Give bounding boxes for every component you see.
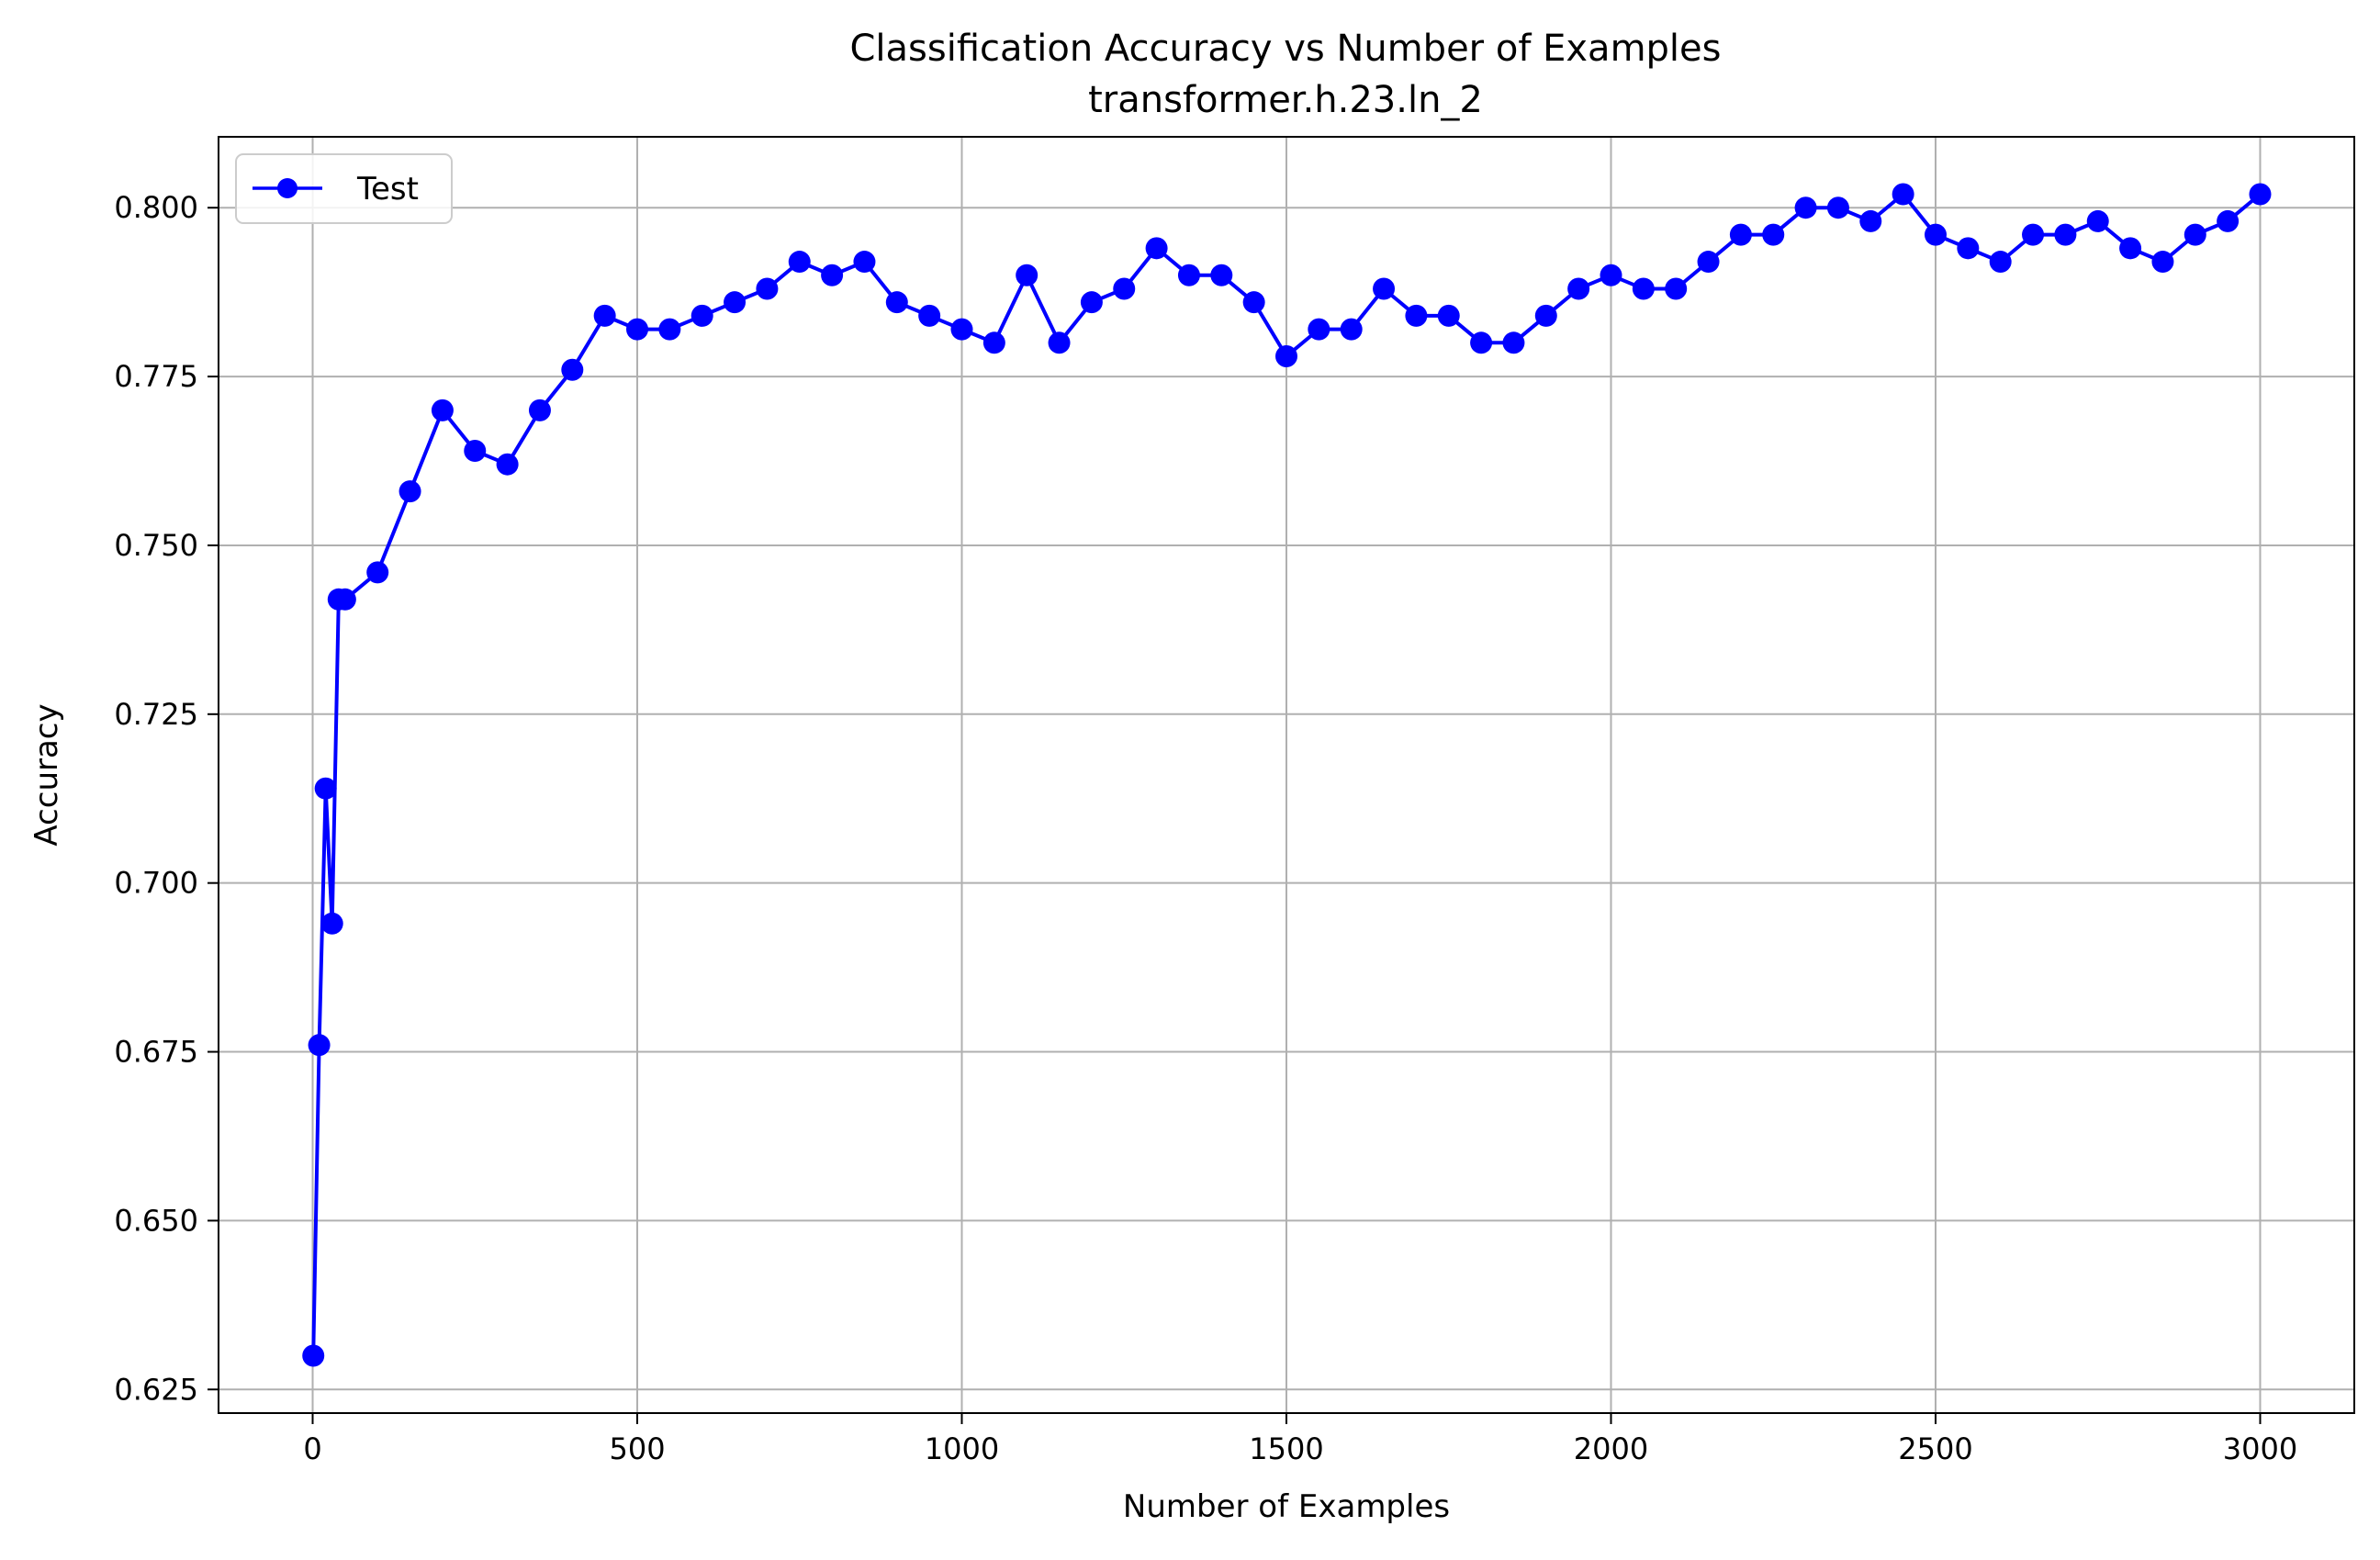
data-point-test [561,358,584,381]
y-tick-label: 0.650 [114,1203,198,1238]
data-point-test [724,291,747,314]
legend-marker-swatch [277,178,298,198]
axis-ticks: 0 500 1000 1500 2000 2500 3000 0.625 0.650 0.675 0… [114,190,2297,1466]
data-point-test [2249,183,2272,206]
legend-label-test: Test [356,171,419,208]
data-point-test [1275,345,1297,368]
data-point-test [1080,291,1103,314]
data-point-test [302,1344,325,1367]
data-point-test [1762,223,1785,246]
data-point-test [853,251,876,274]
y-tick-label: 0.625 [114,1372,198,1407]
data-point-test [885,291,908,314]
x-tick-label: 2000 [1574,1431,1648,1466]
data-point-test [690,304,713,327]
chart-title: Classification Accuracy vs Number of Exa… [850,28,1722,70]
y-tick-label: 0.775 [114,359,198,394]
y-tick-label: 0.700 [114,866,198,901]
chart-subtitle: transformer.h.23.ln_2 [1088,79,1483,121]
data-point-test [399,480,421,503]
data-point-test [1567,277,1590,300]
data-point-test [1210,264,1233,286]
data-point-test [1794,196,1817,219]
data-point-test [431,398,454,421]
data-point-test [1177,264,1200,286]
data-point-test [366,561,389,584]
data-point-test [2184,223,2206,246]
data-point-test [1697,251,1720,274]
data-point-test [1242,291,1265,314]
legend: Test [235,153,453,224]
plot-area-frame [218,136,2355,1414]
series-layer [302,183,2272,1367]
data-point-test [1405,304,1428,327]
data-point-test [821,264,844,286]
data-point-test [1016,264,1038,286]
y-tick-label: 0.725 [114,697,198,732]
data-point-test [2119,237,2142,260]
data-point-test [2054,223,2077,246]
data-point-test [918,304,941,327]
data-point-test [1600,264,1622,286]
data-point-test [1826,196,1849,219]
data-point-test [1989,251,2012,274]
data-point-test [1373,277,1396,300]
data-point-test [314,777,337,800]
data-point-test [1534,304,1557,327]
data-point-test [1729,223,1752,246]
data-point-test [1308,318,1330,341]
x-axis-label: Number of Examples [1123,1488,1450,1525]
y-axis-label: Accuracy [28,703,65,846]
data-point-test [1145,237,1168,260]
grid-lines [219,137,2354,1413]
data-point-test [2151,251,2174,274]
data-point-test [2086,209,2109,232]
data-point-test [982,331,1005,354]
x-tick-label: 1000 [925,1431,999,1466]
data-point-test [528,398,551,421]
data-point-test [626,318,649,341]
data-point-test [1437,304,1460,327]
data-point-test [308,1034,331,1057]
data-point-test [756,277,779,300]
data-point-test [333,588,356,611]
data-point-test [1632,277,1655,300]
data-point-test [1048,331,1071,354]
data-point-test [1113,277,1136,300]
data-point-test [496,453,519,476]
x-tick-label: 1500 [1249,1431,1323,1466]
data-point-test [1892,183,1914,206]
data-point-test [593,304,616,327]
x-tick-label: 3000 [2223,1431,2297,1466]
data-point-test [1665,277,1688,300]
y-tick-label: 0.750 [114,528,198,563]
data-point-test [2217,209,2240,232]
data-point-test [950,318,973,341]
y-tick-label: 0.800 [114,190,198,225]
data-point-test [1859,209,1882,232]
legend-box [235,153,453,224]
data-point-test [2022,223,2045,246]
data-point-test [1470,331,1493,354]
x-tick-label: 2500 [1898,1431,1972,1466]
x-tick-label: 500 [609,1431,665,1466]
data-point-test [464,439,487,462]
data-point-test [320,912,343,935]
y-tick-label: 0.675 [114,1035,198,1070]
data-point-test [1924,223,1947,246]
x-tick-label: 0 [303,1431,321,1466]
data-point-test [788,251,811,274]
data-point-test [1957,237,1980,260]
data-point-test [658,318,681,341]
data-point-test [1502,331,1525,354]
data-point-test [1340,318,1363,341]
